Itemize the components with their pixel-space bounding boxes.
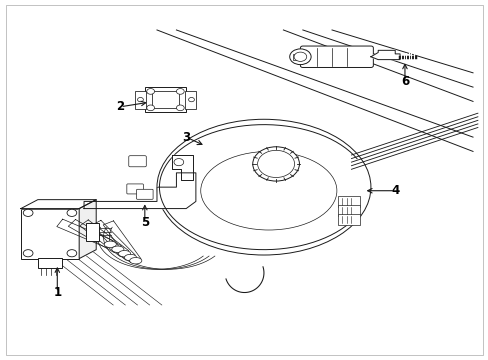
Polygon shape: [79, 200, 96, 258]
Circle shape: [67, 249, 77, 257]
Polygon shape: [91, 220, 135, 260]
Bar: [21, 208, 79, 258]
FancyBboxPatch shape: [300, 46, 372, 67]
Circle shape: [176, 105, 184, 111]
Circle shape: [146, 89, 154, 94]
Polygon shape: [171, 155, 193, 180]
Circle shape: [289, 49, 310, 64]
Polygon shape: [80, 220, 128, 257]
FancyBboxPatch shape: [338, 205, 359, 216]
Circle shape: [252, 147, 299, 181]
FancyBboxPatch shape: [126, 184, 143, 194]
Ellipse shape: [201, 152, 336, 230]
Polygon shape: [103, 221, 141, 263]
Circle shape: [176, 89, 184, 94]
Bar: [185, 91, 196, 109]
Circle shape: [67, 209, 77, 216]
FancyBboxPatch shape: [338, 196, 359, 207]
Circle shape: [23, 209, 33, 216]
Bar: [86, 223, 99, 241]
Circle shape: [293, 52, 306, 62]
Text: 6: 6: [400, 75, 408, 88]
Circle shape: [137, 98, 143, 102]
Circle shape: [257, 150, 294, 177]
Ellipse shape: [118, 251, 130, 257]
Polygon shape: [370, 50, 399, 60]
Bar: [135, 91, 145, 109]
Bar: [152, 91, 179, 108]
Circle shape: [146, 105, 154, 111]
Text: 4: 4: [390, 184, 399, 197]
Bar: [144, 87, 186, 112]
Polygon shape: [68, 220, 121, 253]
Polygon shape: [21, 200, 96, 208]
FancyBboxPatch shape: [136, 189, 153, 199]
FancyBboxPatch shape: [128, 156, 146, 167]
Ellipse shape: [112, 246, 123, 252]
Circle shape: [23, 249, 33, 257]
Text: 2: 2: [116, 100, 124, 113]
Polygon shape: [84, 173, 196, 208]
Circle shape: [188, 98, 194, 102]
FancyBboxPatch shape: [338, 214, 359, 225]
Circle shape: [174, 158, 183, 166]
Polygon shape: [57, 219, 113, 248]
Bar: [38, 257, 62, 267]
Text: 5: 5: [141, 216, 149, 229]
Ellipse shape: [104, 241, 116, 248]
Ellipse shape: [129, 257, 142, 264]
Text: 1: 1: [53, 286, 61, 299]
Ellipse shape: [124, 254, 136, 261]
Text: 3: 3: [182, 131, 190, 144]
Bar: [292, 54, 301, 60]
Ellipse shape: [157, 119, 370, 255]
